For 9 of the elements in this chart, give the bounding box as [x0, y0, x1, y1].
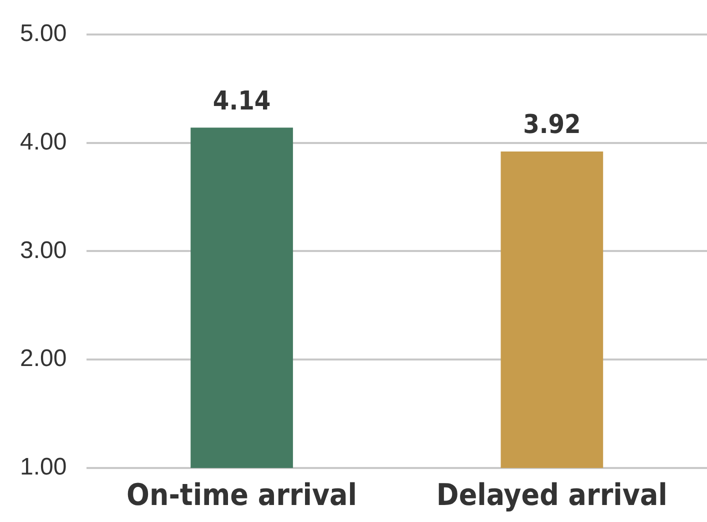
y-tick-label: 3.00 — [20, 236, 67, 264]
data-label: 3.92 — [523, 110, 581, 140]
y-tick-label: 1.00 — [20, 454, 67, 481]
y-tick-label: 5.00 — [20, 20, 67, 48]
data-label: 4.14 — [212, 86, 271, 116]
y-tick-label: 4.00 — [20, 128, 67, 156]
x-tick-label: Delayed arrival — [436, 478, 668, 513]
y-tick-label: 2.00 — [20, 345, 67, 372]
x-tick-label: On-time arrival — [126, 478, 358, 513]
